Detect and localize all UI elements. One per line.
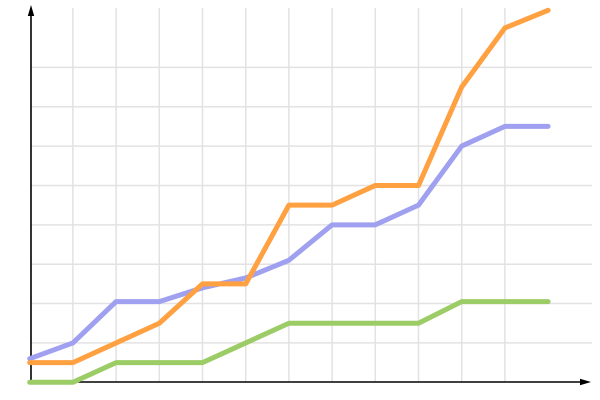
purple-series-line bbox=[27, 123, 551, 362]
orange-series-line bbox=[27, 7, 551, 366]
y-axis-arrow-icon bbox=[27, 5, 35, 16]
green-series-line bbox=[27, 299, 551, 385]
x-axis-arrow-icon bbox=[580, 378, 591, 386]
